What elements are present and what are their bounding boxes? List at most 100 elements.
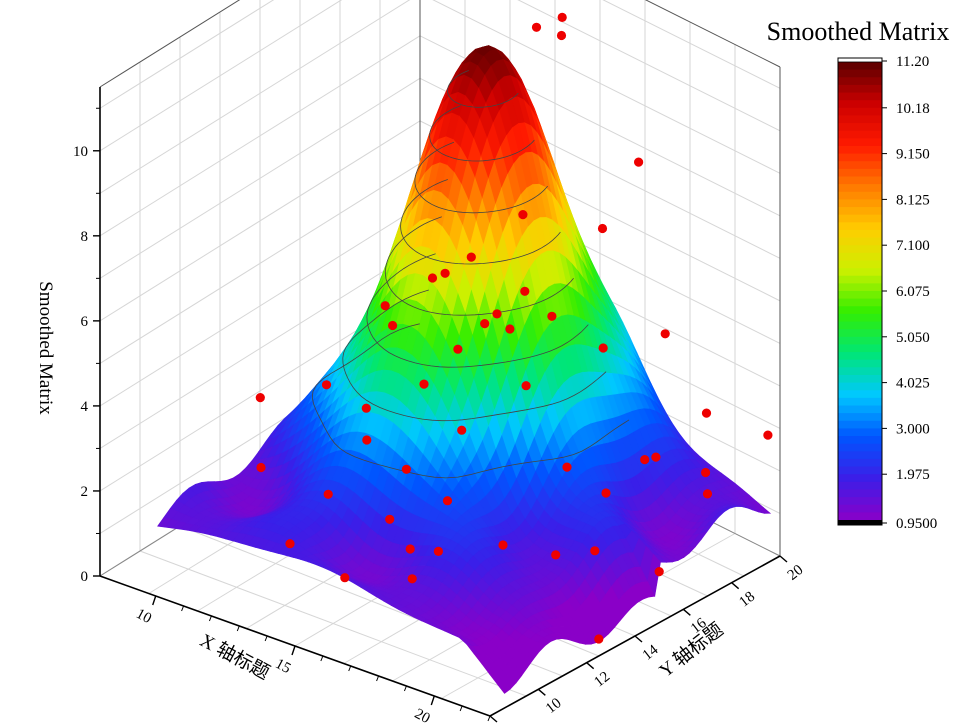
data-point: [601, 488, 611, 498]
z-axis-title: Smoothed Matrix: [35, 281, 56, 415]
colorbar-segment: [838, 168, 882, 178]
axes: 02468101015208101214161820: [73, 87, 806, 727]
colorbar-label: 4.025: [896, 376, 930, 392]
z-tick-label: 10: [73, 144, 88, 160]
data-point: [763, 430, 773, 440]
colorbar-segment: [838, 481, 882, 491]
surface-patch: [496, 680, 511, 694]
data-point: [590, 546, 600, 556]
x-minor-tick: [376, 675, 380, 682]
scatter-points: [255, 12, 773, 644]
x-minor-tick: [181, 605, 185, 612]
data-point: [407, 574, 417, 584]
colorbar-segment: [838, 268, 882, 277]
contour-lines: [311, 70, 630, 479]
data-point: [427, 273, 438, 283]
data-point: [498, 540, 508, 550]
colorbar-segment: [838, 123, 882, 132]
z-tick-label: 2: [81, 484, 89, 500]
colorbar-segment: [838, 275, 882, 284]
data-point: [547, 311, 557, 321]
data-point: [419, 379, 429, 389]
grid-line: [99, 0, 411, 194]
x-axis-title: X 轴标题: [196, 629, 273, 684]
colorbar-segment: [838, 283, 882, 292]
contour-line: [414, 141, 549, 214]
grid-line: [99, 205, 421, 407]
y-tick-label: 20: [785, 562, 807, 584]
data-point: [323, 489, 333, 499]
colorbar-segment: [838, 436, 882, 445]
colorbar-segment: [838, 466, 882, 475]
data-point: [453, 344, 463, 354]
colorbar-label: 9.150: [896, 147, 930, 163]
colorbar-segment: [838, 489, 882, 498]
colorbar-segment: [838, 374, 882, 384]
z-tick-label: 6: [81, 314, 89, 330]
colorbar-segment: [838, 237, 882, 246]
data-point: [654, 567, 664, 577]
colorbar-segment: [838, 92, 882, 101]
colorbar-segment: [838, 260, 882, 269]
colorbar-segment: [838, 329, 882, 338]
data-point: [321, 380, 332, 390]
surface-plot: [157, 45, 772, 694]
grid-line: [99, 248, 421, 449]
colorbar-label: 11.20: [896, 54, 929, 70]
data-point: [433, 546, 443, 557]
data-point: [256, 462, 266, 473]
colorbar-segment: [838, 130, 882, 139]
colorbar-overflow-high: [837, 57, 883, 63]
contour-line: [384, 216, 574, 316]
colorbar-segment: [838, 161, 882, 170]
colorbar-label: 10.18: [896, 101, 930, 117]
colorbar-segment: [838, 352, 882, 361]
colorbar-segment: [838, 245, 882, 254]
colorbar-segment: [838, 497, 882, 506]
data-point: [701, 467, 711, 478]
x-minor-tick: [264, 635, 268, 642]
grid-line: [99, 0, 343, 152]
colorbar-segment: [838, 397, 882, 407]
colorbar-segment: [838, 458, 882, 468]
contour-line: [447, 70, 519, 108]
colorbar-segment: [838, 336, 882, 346]
data-point: [556, 30, 567, 41]
data-point: [405, 544, 415, 554]
y-tick-label: 10: [543, 695, 565, 717]
y-tick: [634, 635, 643, 643]
x-minor-tick: [459, 705, 463, 712]
colorbar-segment: [838, 405, 882, 414]
wall-edge: [99, 0, 241, 88]
data-point: [598, 343, 608, 353]
x-minor-tick: [487, 715, 491, 722]
colorbar-segment: [838, 229, 882, 239]
data-point: [597, 223, 608, 234]
y-tick: [489, 715, 498, 723]
grid-line: [99, 35, 421, 237]
contour-line: [429, 105, 535, 162]
colorbar-label: 7.100: [896, 238, 930, 254]
colorbar-segment: [838, 138, 882, 147]
colorbar-segment: [838, 191, 882, 200]
x-tick-label: 10: [133, 606, 154, 627]
y-tick: [731, 582, 740, 590]
x-tick: [152, 595, 157, 606]
data-point: [442, 496, 453, 506]
x-tick: [291, 645, 296, 656]
grid-line: [432, 0, 781, 174]
contour-line: [311, 323, 630, 479]
z-tick-label: 4: [81, 399, 89, 415]
data-point: [492, 309, 502, 319]
x-minor-tick: [320, 655, 324, 662]
x-tick: [430, 695, 435, 706]
data-point: [660, 329, 670, 339]
data-point: [634, 157, 644, 167]
colorbar-segment: [838, 443, 882, 452]
data-point: [651, 452, 661, 462]
colorbar-segment: [838, 382, 882, 391]
x-minor-tick: [348, 665, 352, 672]
x-minor-tick: [236, 625, 240, 632]
data-point: [480, 319, 490, 329]
data-point: [362, 435, 372, 445]
